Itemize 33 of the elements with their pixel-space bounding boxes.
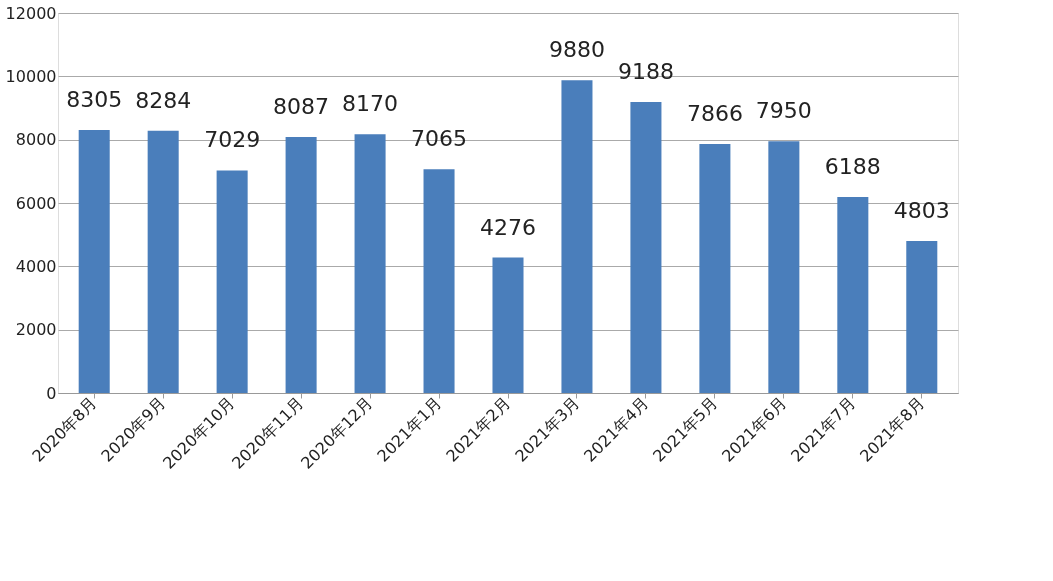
bar (216, 170, 248, 393)
data-label: 7866 (686, 100, 743, 126)
bar (147, 130, 179, 393)
y-tick-label: 12000 (5, 3, 57, 23)
bar (699, 143, 731, 393)
y-tick-label: 0 (46, 383, 57, 403)
data-label: 8170 (342, 91, 399, 117)
data-label: 4803 (893, 197, 950, 223)
y-tick-label: 4000 (15, 256, 57, 276)
bar (630, 102, 662, 393)
y-tick-label: 8000 (15, 130, 57, 150)
data-label: 8087 (273, 93, 330, 119)
bar (78, 130, 110, 393)
data-label: 7950 (755, 98, 812, 124)
data-label: 7029 (204, 127, 261, 153)
bar (423, 169, 455, 393)
bar (285, 136, 317, 393)
bar (492, 257, 524, 393)
data-label: 6188 (824, 154, 881, 180)
bar (354, 134, 386, 393)
bar (768, 141, 800, 393)
bar (837, 197, 869, 393)
data-label: 9188 (617, 59, 674, 85)
data-label: 8305 (66, 87, 123, 113)
data-label: 4276 (480, 214, 536, 240)
y-tick-label: 2000 (15, 320, 57, 340)
data-label: 8284 (135, 87, 192, 113)
data-label: 7065 (411, 126, 468, 152)
bar (561, 80, 593, 393)
bar (906, 240, 938, 393)
data-label: 9880 (548, 37, 605, 63)
y-tick-label: 10000 (5, 66, 57, 86)
y-tick-label: 6000 (15, 193, 57, 213)
